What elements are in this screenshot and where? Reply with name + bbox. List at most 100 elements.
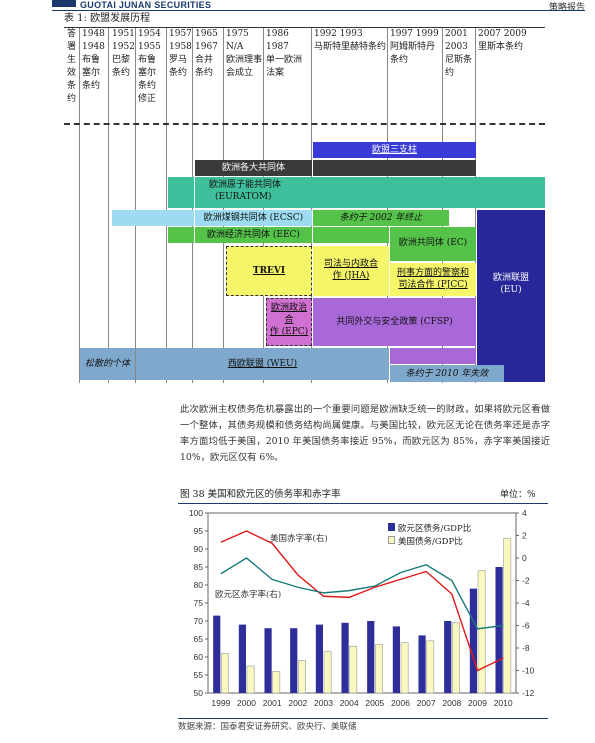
block-ecsc: 欧洲煤钢共同体 (ECSC)	[195, 210, 312, 226]
right-tick-label: -2	[522, 576, 530, 586]
x-tick-label: 2006	[391, 698, 410, 708]
x-tick-label: 2008	[442, 698, 461, 708]
col-header-1948: 1948 1948 布鲁塞尔条约	[82, 28, 105, 93]
block-pjcc: 刑事方面的警察和 司法合作 (PJCC)	[390, 263, 476, 296]
col-divider	[108, 28, 109, 383]
right-tick-label: -6	[522, 621, 530, 631]
col-header-1992: 1992 1993 马斯特里赫特条约	[314, 28, 386, 54]
right-tick-label: 2	[522, 531, 527, 541]
block-eec: 欧洲经济共同体 (EEC)	[195, 227, 312, 243]
epc-line3: 作 (EPC)	[269, 327, 309, 337]
bar-us-debt	[298, 660, 306, 694]
col-years: 1951 1952	[112, 29, 135, 52]
eu-line2: (EU)	[500, 285, 522, 295]
header-report-type: 策略报告	[548, 3, 585, 13]
legend-item-euro-debt: 欧元区债务/GDP比	[388, 523, 471, 536]
block-euratom-left	[168, 177, 194, 208]
right-tick-label: 4	[522, 508, 527, 518]
col-years: 1948 1948	[82, 29, 105, 52]
col-event: 布鲁塞尔条约	[82, 55, 101, 91]
col-header-1951: 1951 1952 巴黎条约	[112, 28, 135, 80]
jha-line2: 作 (JHA)	[332, 271, 370, 281]
col-years: 1954 1955	[138, 29, 161, 52]
block-ec: 欧洲共同体 (EC)	[390, 227, 476, 261]
bar-us-debt	[477, 570, 486, 694]
left-tick-label: 80	[194, 580, 204, 590]
right-tick-label: -8	[522, 643, 530, 653]
x-tick-label: 2009	[468, 698, 487, 708]
col-event: 罗马条约	[169, 55, 188, 78]
col-event: 尼斯条约	[445, 55, 473, 78]
right-tick-label: 0	[522, 553, 527, 563]
block-ec-communities: 欧洲各大共同体	[195, 160, 312, 176]
legend-item-us-debt: 美国债务/GDP比	[388, 536, 471, 549]
x-tick-label: 1999	[211, 698, 230, 708]
left-tick-label: 70	[194, 616, 204, 626]
eu-line1: 欧洲联盟	[492, 273, 529, 283]
col-years: 1986 1987	[266, 29, 289, 52]
col-event: 欧洲理事会成立	[226, 55, 263, 78]
bar-euro-debt	[290, 628, 298, 693]
x-tick-label: 2004	[340, 698, 359, 708]
figure-source: 数据来源：国泰君安证券研究、欧央行、美联储	[178, 722, 357, 732]
figure-unit: 单位：%	[500, 490, 536, 500]
col-divider	[79, 28, 80, 383]
left-tick-label: 55	[194, 670, 204, 680]
left-tick-label: 90	[194, 544, 204, 554]
bar-us-debt	[323, 651, 332, 694]
col-header-1975: 1975 N/A 欧洲理事会成立	[226, 28, 262, 80]
col-header-1997: 1997 1999 阿姆斯特丹条约	[390, 28, 442, 67]
bar-euro-debt	[418, 635, 426, 693]
col-header-1986: 1986 1987 单一欧洲法案	[266, 28, 310, 80]
col-event: 布鲁塞尔条约修正	[138, 55, 157, 104]
col-event: 马斯特里赫特条约	[314, 42, 387, 52]
debt-deficit-chart: 50 55 60 65 70 75 80 85 90 95 100 -12 -10 -8 -6 -4 -2 0 2 4…	[189, 508, 535, 708]
right-tick-label: -10	[522, 666, 535, 676]
col-years: 1992 1993	[314, 29, 363, 39]
bar-us-debt	[426, 640, 435, 694]
block-weu-expired: 条约于 2010 年失效	[390, 365, 504, 382]
block-eec-left	[168, 227, 194, 243]
legend-swatch	[388, 536, 395, 544]
col-years: 1965 1967	[195, 29, 218, 52]
col-event: 阿姆斯特丹条约	[390, 42, 436, 65]
header-brand: GUOTAI JUNAN SECURITIES	[80, 0, 212, 10]
block-brussels-loose: 松散的个体	[80, 348, 135, 380]
legend-label: 美国债务/GDP比	[398, 537, 463, 547]
epc-line2: 合	[284, 315, 294, 325]
left-tick-label: 100	[189, 508, 203, 518]
right-tick-label: -4	[522, 598, 530, 608]
left-tick-label: 85	[194, 562, 204, 572]
pjcc-line1: 刑事方面的警察和	[396, 268, 469, 278]
block-three-pillars: 欧盟三支柱	[313, 142, 476, 158]
left-tick-label: 95	[194, 526, 204, 536]
block-euratom: 欧洲原子能共同体 (EURATOM)	[195, 177, 545, 208]
x-tick-label: 2000	[237, 698, 256, 708]
header-separator	[64, 123, 545, 125]
col-header-treaty: 答署生效条约	[67, 29, 77, 104]
bar-us-debt	[400, 642, 409, 694]
bar-us-debt	[349, 645, 358, 694]
col-header-1957: 1957 1958 罗马条约	[169, 28, 192, 80]
block-cfsp: 共同外交与安全政策 (CFSP)	[313, 298, 476, 346]
col-event: 合并条约	[195, 55, 214, 78]
col-years: 1997 1999	[390, 29, 439, 39]
line-us-deficit	[220, 530, 504, 672]
chart-legend: 欧元区债务/GDP比 美国债务/GDP比	[388, 523, 471, 549]
bar-us-debt	[221, 653, 229, 694]
pjcc-line2: 司法合作 (PJCC)	[398, 280, 468, 290]
legend-swatch	[388, 523, 395, 531]
figure-title: 图 38 美国和欧元区的债务率和赤字率	[180, 489, 341, 500]
x-tick-label: 2010	[494, 698, 513, 708]
annotation-us-deficit: 美国赤字率(右)	[270, 533, 328, 544]
euratom-line2: (EURATOM)	[215, 192, 272, 202]
bar-euro-debt	[495, 567, 503, 693]
block-epc: 欧洲政治 合 作 (EPC)	[266, 298, 312, 346]
block-jha: 司法与内政合 作 (JHA)	[313, 246, 389, 296]
table-top-border	[64, 27, 545, 28]
block-ecsc-expired: 条约于 2002 年终止	[313, 210, 449, 226]
left-tick-label: 65	[194, 634, 204, 644]
bar-euro-debt	[367, 621, 375, 693]
block-dark-continuation	[313, 160, 476, 176]
col-event: 巴黎条约	[112, 55, 131, 78]
